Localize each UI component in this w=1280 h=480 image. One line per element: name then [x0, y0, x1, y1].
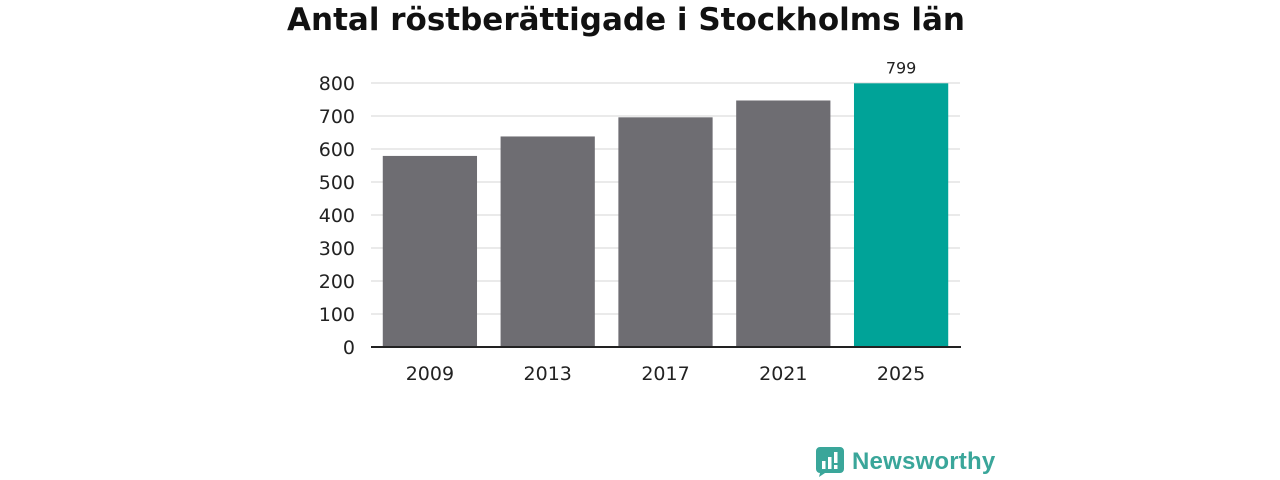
y-tick-label: 300 — [319, 238, 355, 260]
newsworthy-logo-icon — [816, 447, 844, 477]
data-labels: 799 — [886, 58, 917, 77]
bar-2009 — [382, 155, 478, 347]
y-tick-label: 0 — [343, 337, 355, 359]
x-axis-ticks: 2009 2013 2017 2021 2025 — [406, 363, 926, 385]
bar-2013 — [500, 136, 595, 347]
bar-2017 — [618, 117, 713, 347]
y-tick-label: 200 — [319, 271, 355, 293]
y-axis-ticks: 0 100 200 300 400 500 600 700 800 — [319, 73, 355, 359]
newsworthy-brand: Newsworthy — [816, 446, 995, 478]
data-label-2025: 799 — [886, 58, 917, 77]
brand-name: Newsworthy — [852, 448, 996, 475]
bar-2025 — [853, 83, 949, 347]
y-tick-label: 600 — [319, 139, 355, 161]
bar-2021 — [736, 100, 831, 348]
y-tick-label: 100 — [319, 304, 355, 326]
y-tick-label: 800 — [319, 73, 355, 95]
y-tick-label: 700 — [319, 106, 355, 128]
y-tick-label: 400 — [319, 205, 355, 227]
x-tick-label: 2021 — [759, 363, 807, 385]
x-tick-label: 2017 — [641, 363, 689, 385]
x-tick-label: 2025 — [877, 363, 925, 385]
x-tick-label: 2013 — [524, 363, 572, 385]
chart-title: Antal röstberättigade i Stockholms län — [287, 2, 965, 38]
y-tick-label: 500 — [319, 172, 355, 194]
x-tick-label: 2009 — [406, 363, 454, 385]
bars — [382, 83, 949, 348]
